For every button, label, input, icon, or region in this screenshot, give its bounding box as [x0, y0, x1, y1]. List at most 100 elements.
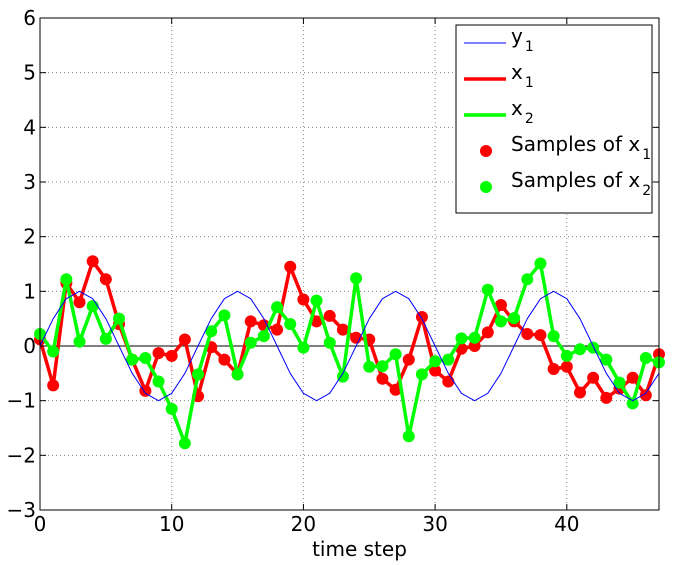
- data-point-x2: [376, 360, 389, 373]
- data-point-x1: [494, 299, 507, 311]
- data-point-x2: [192, 368, 205, 381]
- legend-marker: [480, 145, 492, 157]
- data-point-x2: [86, 300, 99, 313]
- data-point-x2: [508, 312, 521, 325]
- data-point-x2: [244, 336, 257, 349]
- plot-frame: [39, 17, 660, 511]
- y-tick-label: −3: [7, 498, 36, 522]
- data-point-x2: [626, 397, 639, 410]
- data-point-x2: [113, 312, 126, 325]
- data-point-x2: [205, 325, 218, 338]
- data-point-x2: [218, 309, 231, 322]
- data-point-x2: [600, 353, 613, 366]
- data-point-x2: [429, 355, 442, 368]
- data-point-x1: [99, 273, 112, 286]
- data-point-x1: [178, 333, 191, 346]
- data-point-x1: [521, 327, 534, 340]
- data-point-x2: [178, 437, 191, 450]
- ticks: 0 10 20 30 40 −3 −2 −1 0 1 2 3 4 5 6: [7, 6, 659, 536]
- y-tick-label: 6: [23, 6, 36, 30]
- x-tick-label: 30: [422, 512, 447, 536]
- y-tick-label: 0: [23, 334, 36, 358]
- data-point-x2: [534, 257, 547, 270]
- x-tick-label: 20: [291, 512, 316, 536]
- data-point-x2: [99, 332, 112, 345]
- y-tick-label: 4: [23, 115, 36, 139]
- data-point-x2: [389, 348, 402, 361]
- data-point-x2: [336, 370, 349, 383]
- y-tick-label: −1: [7, 389, 36, 413]
- data-point-x1: [468, 340, 481, 352]
- data-point-x2: [481, 283, 494, 296]
- data-point-x1: [47, 379, 60, 392]
- data-point-x2: [139, 352, 152, 365]
- data-point-x2: [521, 273, 534, 286]
- y-tick-label: 1: [23, 279, 36, 303]
- data-point-x2: [284, 318, 297, 331]
- data-point-x2: [613, 376, 626, 389]
- data-point-x2: [73, 335, 86, 348]
- legend-marker: [480, 181, 492, 193]
- data-point-x1: [481, 326, 494, 339]
- data-point-x1: [284, 260, 297, 273]
- data-point-x1: [297, 293, 310, 306]
- data-point-x1: [442, 375, 455, 388]
- data-point-x1: [547, 362, 560, 375]
- data-point-x2: [363, 360, 376, 373]
- data-point-x1: [244, 315, 257, 328]
- data-point-x1: [587, 371, 600, 384]
- data-point-x1: [639, 389, 652, 402]
- x-tick-label: 40: [554, 512, 579, 536]
- data-point-x2: [402, 430, 415, 443]
- y-tick-label: 3: [23, 170, 36, 194]
- y-tick-label: 2: [23, 225, 36, 249]
- x-tick-label: 0: [34, 512, 47, 536]
- data-point-x1: [336, 323, 349, 336]
- data-point-x1: [165, 349, 178, 362]
- data-point-x1: [86, 255, 99, 268]
- y-tick-label: −2: [7, 443, 36, 467]
- data-point-x2: [587, 341, 600, 354]
- data-point-x2: [60, 273, 73, 286]
- data-point-x1: [600, 391, 613, 404]
- data-point-x2: [415, 368, 428, 381]
- data-point-x1: [376, 372, 389, 385]
- data-point-x2: [271, 301, 284, 314]
- data-point-x2: [231, 368, 244, 381]
- series-line-y1: [39, 290, 660, 402]
- data-point-x2: [310, 294, 323, 307]
- data-point-x2: [165, 402, 178, 415]
- data-point-x1: [560, 360, 573, 373]
- data-point-x1: [534, 329, 547, 342]
- data-point-x2: [494, 315, 507, 328]
- data-point-x2: [350, 272, 363, 285]
- data-point-x2: [547, 330, 560, 343]
- data-point-x2: [47, 345, 60, 358]
- data-point-x2: [297, 341, 310, 354]
- data-point-x1: [573, 386, 586, 399]
- data-point-x2: [455, 332, 468, 345]
- y-tick-label: 5: [23, 61, 36, 85]
- data-point-x1: [218, 353, 231, 366]
- data-point-x2: [639, 352, 652, 365]
- data-point-x1: [429, 364, 442, 377]
- data-point-x1: [323, 309, 336, 322]
- data-point-x1: [152, 347, 165, 360]
- data-point-x2: [257, 330, 270, 343]
- data-point-x2: [468, 331, 481, 344]
- data-point-x1: [310, 315, 323, 328]
- series-layer: [34, 255, 665, 450]
- data-point-x2: [573, 343, 586, 356]
- data-point-x1: [402, 353, 415, 366]
- data-point-x2: [323, 336, 336, 349]
- x-tick-label: 10: [159, 512, 184, 536]
- data-point-x2: [152, 375, 165, 388]
- data-point-x2: [442, 353, 455, 366]
- data-point-x1: [389, 383, 402, 396]
